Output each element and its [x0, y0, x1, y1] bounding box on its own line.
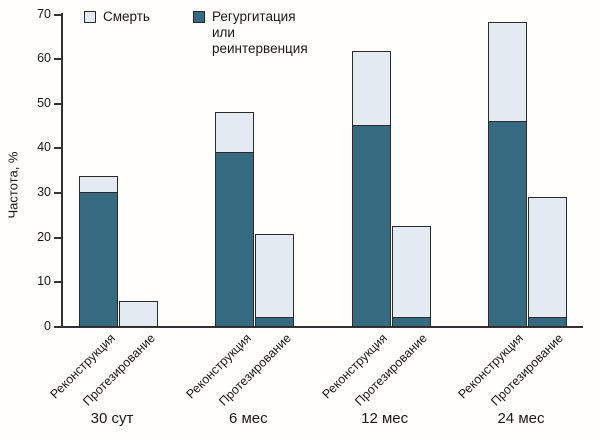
x-axis-line — [61, 326, 583, 328]
legend-label: Регургитация или реинтервенция — [212, 9, 308, 56]
bar-segment-regurgitation-or-reintervention — [79, 192, 118, 327]
bar-segment-death — [351, 51, 391, 127]
bar-segment-regurgitation-or-reintervention — [215, 151, 255, 327]
y-axis-tick — [54, 281, 61, 284]
bar-segment-regurgitation-or-reintervention — [527, 317, 567, 327]
y-axis-tick — [54, 326, 61, 328]
y-axis-tick — [54, 236, 61, 239]
bar-segment-death — [79, 175, 118, 194]
y-axis-tick — [54, 192, 61, 195]
bar-segment-regurgitation-or-reintervention — [255, 317, 295, 327]
ytick-label: 50 — [37, 95, 51, 110]
period-label: 6 мес — [228, 410, 268, 427]
ytick-label: 30 — [37, 185, 51, 200]
bar-segment-death — [527, 196, 567, 319]
ytick-label: 60 — [37, 51, 51, 66]
bar-segment-regurgitation-or-reintervention — [351, 125, 391, 327]
bar-segment-death — [255, 233, 295, 319]
legend-label: Смерть — [103, 9, 150, 24]
ytick-label: 40 — [37, 140, 51, 155]
y-axis-tick — [54, 102, 61, 105]
bar-segment-death — [391, 225, 431, 319]
bar-segment-death — [487, 22, 527, 122]
ytick-label: 20 — [37, 229, 51, 244]
y-axis-line — [61, 13, 63, 328]
bar-segment-death — [119, 300, 158, 327]
period-label: 12 мес — [361, 410, 409, 427]
legend-swatch-regurgitation_or_reintervention — [193, 11, 205, 23]
period-label: 24 мес — [497, 410, 545, 427]
period-label: 30 сут — [90, 410, 134, 427]
bar-segment-death — [215, 111, 255, 153]
y-axis-title: Частота, % — [5, 151, 21, 219]
y-axis-tick — [54, 58, 61, 61]
y-axis-tick — [54, 147, 61, 150]
ytick-label: 70 — [37, 6, 51, 21]
bar-segment-regurgitation-or-reintervention — [487, 120, 527, 327]
bar-segment-regurgitation-or-reintervention — [391, 317, 431, 327]
legend-swatch-death — [84, 11, 96, 23]
ytick-label: 10 — [37, 274, 51, 289]
ytick-label: 0 — [44, 319, 51, 333]
y-axis-tick — [54, 13, 61, 16]
